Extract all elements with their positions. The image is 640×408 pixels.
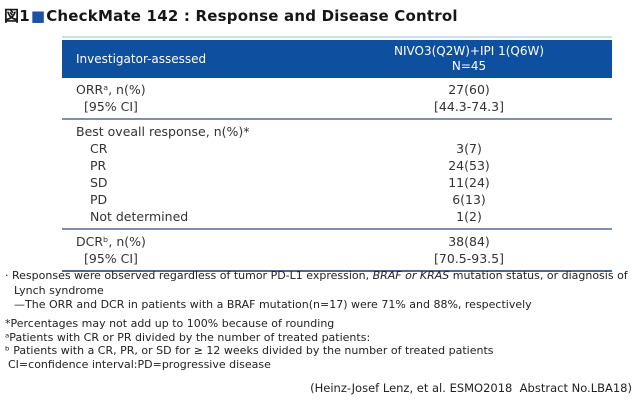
- row-value: 27(60): [448, 82, 490, 97]
- note-text-post: mutation status, or diagnosis of Lynch s…: [14, 269, 628, 297]
- figure-number-label: 図1: [4, 7, 30, 25]
- note-braf-subline: —The ORR and DCR in patients with a BRAF…: [14, 298, 532, 311]
- section-orr: ORRᵃ, n(%) 27(60) [95% CI] [44.3-74.3]: [62, 78, 612, 120]
- row-value: 1(2): [456, 209, 482, 224]
- table-row-orr: ORRᵃ, n(%) 27(60): [62, 81, 612, 98]
- row-value: [326, 123, 612, 140]
- header-investigator-assessed: Investigator-assessed: [76, 52, 207, 66]
- row-value: [44.3-74.3]: [434, 99, 504, 114]
- table-row-dcr: DCRᵇ, n(%) 38(84): [62, 233, 612, 250]
- section-dcr: DCRᵇ, n(%) 38(84) [95% CI] [70.5-93.5]: [62, 230, 612, 272]
- note-text-pre: Responses were observed regardless of tu…: [12, 269, 373, 282]
- row-label: PD: [90, 192, 108, 207]
- note-responses: · Responses were observed regardless of …: [5, 269, 637, 298]
- footnote-rounding: *Percentages may not add up to 100% beca…: [5, 317, 335, 330]
- header-arm-name: NIVO3(Q2W)+IPI 1(Q6W): [393, 44, 545, 58]
- row-label: CR: [90, 141, 108, 156]
- table-row-pd: PD 6(13): [62, 191, 612, 208]
- blue-square-icon: ■: [30, 7, 46, 25]
- note-text-italic: BRAF or KRAS: [372, 269, 450, 282]
- row-label: [95% CI]: [84, 99, 138, 114]
- table-row-sd: SD 11(24): [62, 174, 612, 191]
- row-value: 38(84): [448, 234, 490, 249]
- footnote-abbreviations: CI=confidence interval:PD=progressive di…: [8, 357, 271, 371]
- citation-reference: (Heinz-Josef Lenz, et al. ESMO2018 Abstr…: [310, 381, 632, 395]
- header-arm-n: N=45: [451, 59, 487, 73]
- table-row-orr-ci: [95% CI] [44.3-74.3]: [62, 98, 612, 115]
- figure-title-text: CheckMate 142 : Response and Disease Con…: [46, 7, 458, 25]
- row-label: ORRᵃ, n(%): [76, 82, 146, 97]
- row-label: PR: [90, 158, 107, 173]
- footnote-orr-definition: ᵃPatients with CR or PR divided by the n…: [5, 330, 371, 344]
- table-row-best-response: Best oveall response, n(%)*: [62, 123, 612, 140]
- table-row-not-determined: Not determined 1(2): [62, 208, 612, 225]
- row-value: [70.5-93.5]: [434, 251, 504, 266]
- row-label: Best oveall response, n(%)*: [76, 124, 250, 139]
- footnotes-block: *Percentages may not add up to 100% beca…: [5, 317, 637, 371]
- figure-title: 図1■CheckMate 142 : Response and Disease …: [4, 5, 458, 26]
- row-value: 3(7): [456, 141, 482, 156]
- results-table: Investigator-assessed NIVO3(Q2W)+IPI 1(Q…: [62, 36, 612, 272]
- row-label: DCRᵇ, n(%): [76, 234, 146, 249]
- section-best-overall-response: Best oveall response, n(%)* CR 3(7) PR 2…: [62, 120, 612, 230]
- table-row-dcr-ci: [95% CI] [70.5-93.5]: [62, 250, 612, 267]
- notes-block: · Responses were observed regardless of …: [5, 269, 637, 313]
- row-label: SD: [90, 175, 108, 190]
- table-header-row: Investigator-assessed NIVO3(Q2W)+IPI 1(Q…: [62, 40, 612, 78]
- row-label: [95% CI]: [84, 251, 138, 266]
- table-row-cr: CR 3(7): [62, 140, 612, 157]
- header-treatment-arm: NIVO3(Q2W)+IPI 1(Q6W) N=45: [326, 44, 612, 74]
- bullet-dot-icon: ·: [5, 269, 12, 282]
- table-row-pr: PR 24(53): [62, 157, 612, 174]
- footnote-dcr-definition: ᵇ Patients with a CR, PR, or SD for ≥ 12…: [5, 344, 494, 357]
- row-label: Not determined: [90, 209, 189, 224]
- row-value: 6(13): [452, 192, 486, 207]
- table-top-rule: [62, 36, 612, 38]
- row-value: 24(53): [448, 158, 490, 173]
- row-value: 11(24): [448, 175, 490, 190]
